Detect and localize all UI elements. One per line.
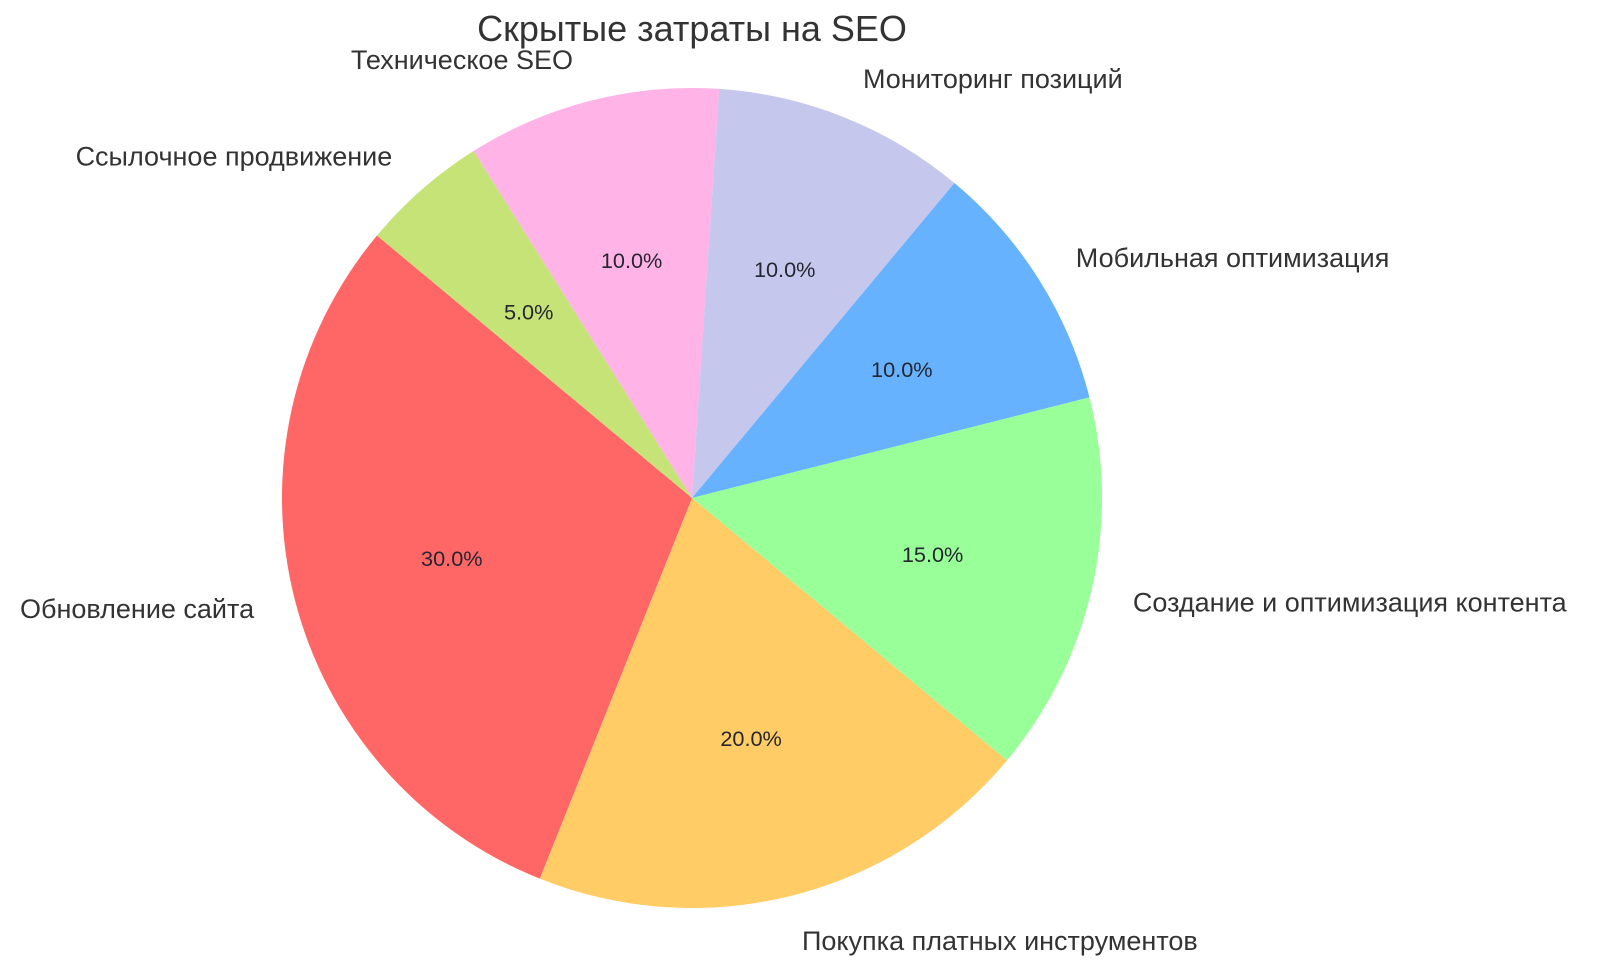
svg-text:30.0%: 30.0%	[421, 546, 483, 571]
svg-text:Покупка платных инструментов: Покупка платных инструментов	[802, 926, 1198, 956]
svg-text:5.0%: 5.0%	[504, 300, 553, 325]
svg-text:Техническое SEO: Техническое SEO	[351, 45, 573, 75]
svg-text:15.0%: 15.0%	[902, 542, 964, 567]
svg-text:Обновление сайта: Обновление сайта	[20, 594, 255, 624]
svg-text:Создание и оптимизация контент: Создание и оптимизация контента	[1133, 588, 1568, 618]
svg-text:10.0%: 10.0%	[601, 248, 663, 273]
svg-text:Ссылочное продвижение: Ссылочное продвижение	[76, 142, 393, 172]
svg-text:Мониторинг позиций: Мониторинг позиций	[863, 64, 1123, 94]
svg-text:10.0%: 10.0%	[871, 357, 933, 382]
svg-text:Мобильная оптимизация: Мобильная оптимизация	[1076, 243, 1390, 273]
svg-text:10.0%: 10.0%	[754, 257, 816, 282]
svg-text:20.0%: 20.0%	[720, 726, 782, 751]
